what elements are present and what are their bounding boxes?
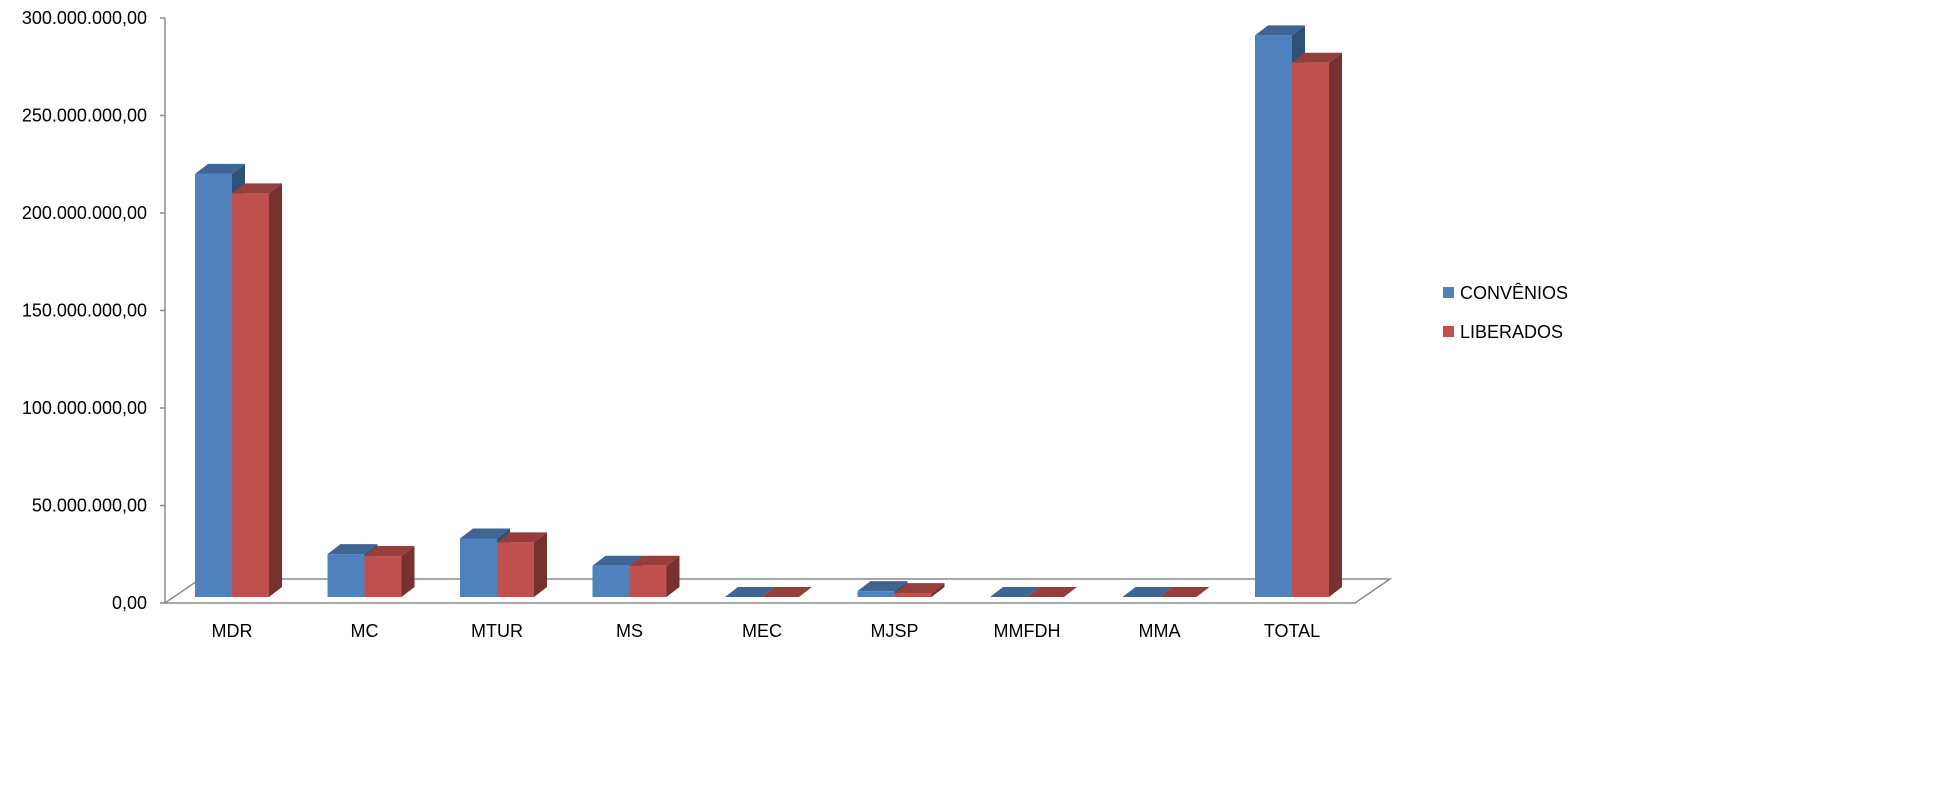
legend-label-convenios: CONVÊNIOS [1460,283,1568,303]
bar-side-face [1329,52,1342,597]
bar-side-face [931,583,945,597]
bar-mmfdh-liberados [1027,587,1077,597]
y-tick-label: 250.000.000,00 [22,106,147,126]
bar-top-face [592,555,643,566]
bar-top-face [1292,52,1342,63]
bar-front-face [629,565,667,597]
bar-front-face [857,591,895,597]
bar-top-face [629,555,680,566]
bar-front-face [1292,62,1329,597]
bar-mma-convenios [1122,587,1173,597]
category-label-mtur: MTUR [471,621,523,641]
bars [195,25,1342,597]
y-tick-label: 50.000.000,00 [32,496,147,516]
y-axis: 0,00 50.000.000,00 100.000.000,00 150.000.0… [22,8,166,613]
bar-top-face [1159,587,1210,597]
y-tick-label: 0,00 [112,593,147,613]
bar-front-face [1255,35,1292,597]
bar-top-face [857,581,908,592]
legend: CONVÊNIOS LIBERADOS [1443,283,1568,342]
category-label-mma: MMA [1139,621,1181,641]
y-tick-label: 200.000.000,00 [22,203,147,223]
bar-top-face [460,528,510,539]
bar-top-face [232,183,282,194]
bar-chart: 0,00 50.000.000,00 100.000.000,00 150.000.0… [22,8,1568,641]
bar-mdr-liberados [232,183,282,597]
bar-top-face [497,532,547,543]
bar-front-face [232,193,269,597]
bar-total-liberados [1292,52,1342,597]
category-label-mjsp: MJSP [870,621,918,641]
bar-front-face [497,542,534,597]
y-tick-label: 150.000.000,00 [22,301,147,321]
category-label-mc: MC [351,621,379,641]
bar-top-face [195,163,245,174]
bar-mec-convenios [725,587,775,597]
category-label-mmfdh: MMFDH [994,621,1061,641]
bar-front-face [327,554,365,597]
bar-front-face [460,538,497,597]
bar-front-face [894,593,932,597]
bar-top-face [364,546,415,557]
legend-label-liberados: LIBERADOS [1460,322,1563,342]
bar-side-face [534,532,547,597]
bar-top-face [1027,587,1077,597]
bar-side-face [401,546,415,597]
legend-swatch-convenios [1443,287,1454,298]
category-label-mec: MEC [742,621,782,641]
bar-top-face [725,587,775,597]
bar-front-face [195,173,232,597]
bar-front-face [364,556,402,597]
bar-side-face [666,555,680,597]
bar-top-face [894,583,945,594]
legend-swatch-liberados [1443,326,1454,337]
y-tick-label: 300.000.000,00 [22,8,147,28]
bar-top-face [762,587,812,597]
category-labels: MDR MC MTUR MS MEC MJSP MMFDH MMA TOTAL [212,621,1321,641]
bar-top-face [327,544,378,555]
bar-mmfdh-convenios [990,587,1040,597]
category-label-mdr: MDR [212,621,253,641]
bar-mjsp-liberados [894,583,945,597]
bar-top-face [1122,587,1173,597]
bar-mtur-liberados [497,532,547,597]
y-tick-label: 100.000.000,00 [22,398,147,418]
category-label-total: TOTAL [1264,621,1320,641]
category-label-ms: MS [616,621,643,641]
bar-mc-liberados [364,546,415,597]
bar-front-face [592,565,630,597]
bar-ms-liberados [629,555,680,597]
bar-mma-liberados [1159,587,1210,597]
bar-side-face [269,183,282,597]
bar-top-face [990,587,1040,597]
bar-top-face [1255,25,1305,36]
bar-mec-liberados [762,587,812,597]
